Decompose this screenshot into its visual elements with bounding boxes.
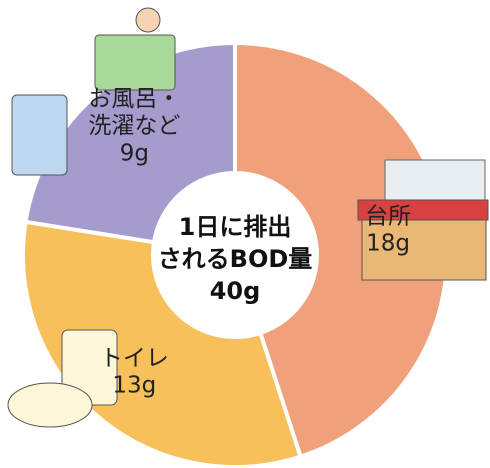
- toilet-illustration: [7, 329, 118, 428]
- category-label: 台所: [365, 203, 412, 230]
- category-label: お風呂・洗濯など: [88, 86, 181, 140]
- center-text: 1日に排出: [178, 213, 292, 241]
- center-text: されるBOD量: [157, 245, 313, 273]
- kitchen-illustration: [357, 159, 489, 281]
- value-label: 18g: [366, 230, 411, 257]
- category-label: トイレ: [99, 345, 169, 372]
- value-label: 9g: [119, 140, 149, 167]
- bath-illustration: [94, 7, 176, 91]
- center-text: 40g: [209, 277, 261, 305]
- slice: [233, 40, 449, 460]
- value-label: 13g: [112, 372, 157, 399]
- washer-illustration: [11, 94, 68, 176]
